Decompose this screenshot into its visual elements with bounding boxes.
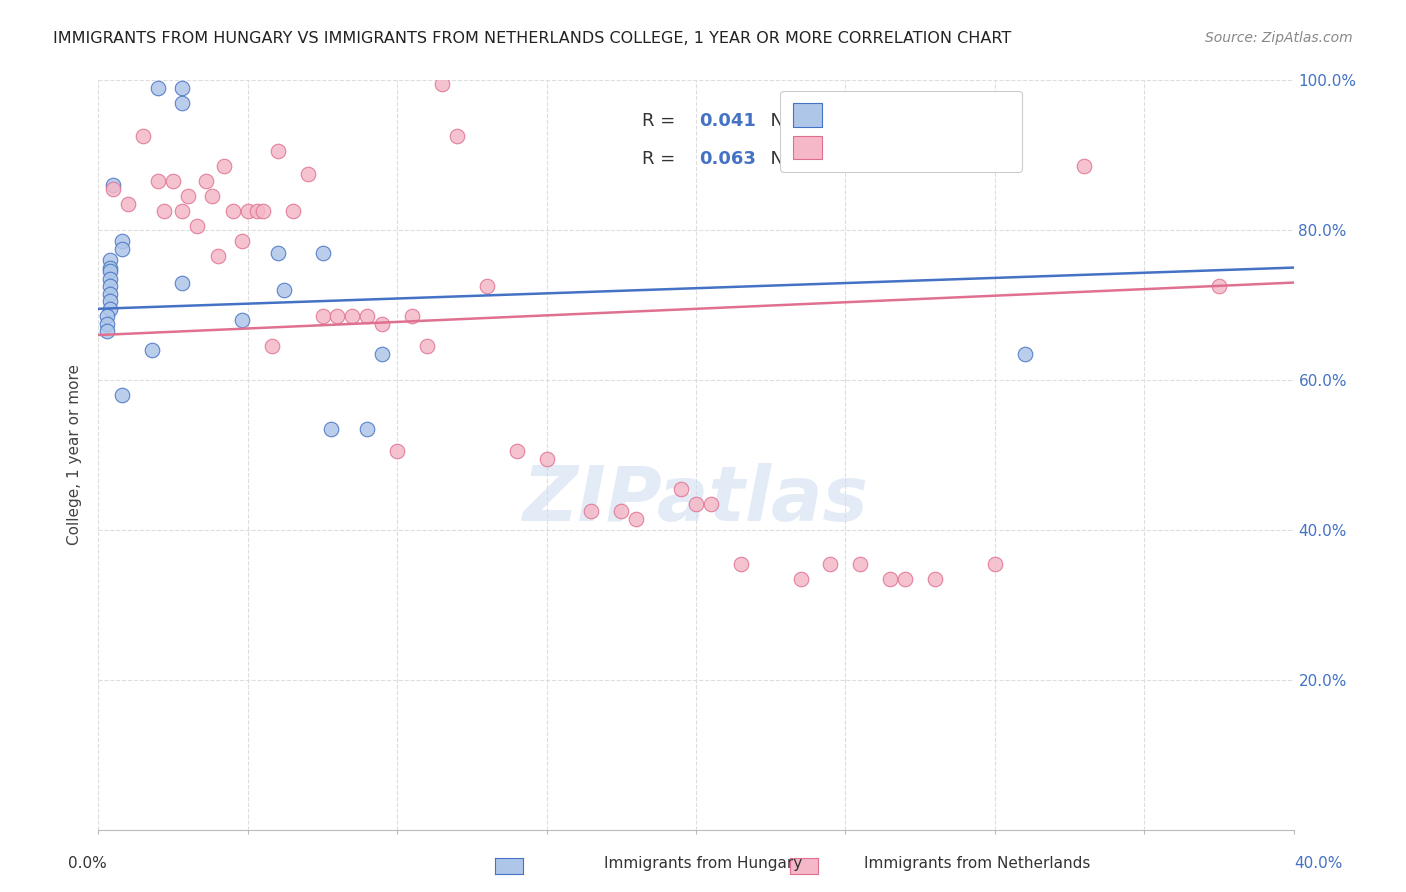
Text: IMMIGRANTS FROM HUNGARY VS IMMIGRANTS FROM NETHERLANDS COLLEGE, 1 YEAR OR MORE C: IMMIGRANTS FROM HUNGARY VS IMMIGRANTS FR… bbox=[53, 31, 1012, 46]
Point bbox=[311, 245, 333, 260]
Point bbox=[132, 129, 155, 144]
Point bbox=[96, 310, 118, 324]
Point bbox=[924, 572, 946, 586]
Point bbox=[148, 174, 170, 188]
Point bbox=[401, 310, 423, 324]
Point bbox=[700, 497, 723, 511]
Point bbox=[201, 189, 224, 203]
Point bbox=[1073, 160, 1095, 174]
Point bbox=[1208, 279, 1230, 293]
Point bbox=[103, 182, 125, 196]
Point bbox=[98, 272, 122, 286]
Point bbox=[894, 572, 917, 586]
Point bbox=[111, 242, 134, 256]
Point bbox=[98, 253, 122, 268]
Point bbox=[172, 95, 194, 110]
Point bbox=[172, 204, 194, 219]
Point bbox=[222, 204, 245, 219]
Text: Source: ZipAtlas.com: Source: ZipAtlas.com bbox=[1205, 31, 1353, 45]
Point bbox=[730, 557, 752, 571]
Point bbox=[610, 504, 633, 518]
Point bbox=[172, 80, 194, 95]
Text: 40.0%: 40.0% bbox=[1295, 856, 1343, 871]
Point bbox=[98, 264, 122, 278]
Point bbox=[342, 310, 364, 324]
Point bbox=[849, 557, 872, 571]
Point bbox=[297, 167, 319, 181]
Point bbox=[246, 204, 269, 219]
Point bbox=[416, 339, 439, 353]
Point bbox=[98, 279, 122, 293]
Point bbox=[321, 422, 343, 436]
Point bbox=[98, 301, 122, 316]
Point bbox=[371, 347, 394, 361]
Point bbox=[111, 235, 134, 249]
Point bbox=[446, 129, 468, 144]
Point bbox=[326, 310, 349, 324]
Point bbox=[984, 557, 1007, 571]
Text: ZIPatlas: ZIPatlas bbox=[523, 463, 869, 537]
Point bbox=[356, 422, 378, 436]
Point bbox=[475, 279, 498, 293]
Point bbox=[98, 294, 122, 309]
Point bbox=[789, 572, 811, 586]
Point bbox=[536, 451, 558, 466]
Point bbox=[252, 204, 274, 219]
Point bbox=[311, 310, 333, 324]
Text: 0.041: 0.041 bbox=[700, 112, 756, 130]
Text: 0.0%: 0.0% bbox=[67, 856, 107, 871]
Point bbox=[111, 388, 134, 402]
Point bbox=[177, 189, 200, 203]
Text: 51: 51 bbox=[820, 150, 844, 168]
Point bbox=[103, 178, 125, 193]
Y-axis label: College, 1 year or more: College, 1 year or more bbox=[67, 365, 83, 545]
Point bbox=[820, 557, 842, 571]
Text: R =: R = bbox=[643, 150, 681, 168]
Point bbox=[153, 204, 176, 219]
Point bbox=[172, 276, 194, 290]
Point bbox=[195, 174, 218, 188]
Point bbox=[385, 444, 409, 458]
Text: Immigrants from Hungary: Immigrants from Hungary bbox=[603, 856, 803, 871]
Point bbox=[186, 219, 208, 234]
Point bbox=[231, 235, 253, 249]
Point bbox=[260, 339, 283, 353]
Point bbox=[669, 482, 692, 496]
Text: 28: 28 bbox=[820, 112, 844, 130]
Point bbox=[96, 324, 118, 338]
Point bbox=[685, 497, 707, 511]
Point bbox=[267, 245, 290, 260]
Point bbox=[281, 204, 304, 219]
Point bbox=[98, 260, 122, 275]
Text: N =: N = bbox=[759, 112, 811, 130]
Legend:                               ,                               : , bbox=[780, 91, 1022, 171]
Point bbox=[626, 511, 648, 525]
Point bbox=[207, 249, 229, 263]
Point bbox=[148, 80, 170, 95]
Point bbox=[273, 283, 295, 297]
Point bbox=[879, 572, 901, 586]
Point bbox=[371, 317, 394, 331]
Text: R =: R = bbox=[643, 112, 681, 130]
Point bbox=[141, 343, 163, 357]
Point bbox=[267, 145, 290, 159]
Point bbox=[98, 286, 122, 301]
Point bbox=[430, 77, 453, 91]
Point bbox=[117, 197, 139, 211]
Point bbox=[356, 310, 378, 324]
Point bbox=[231, 313, 253, 327]
Point bbox=[236, 204, 259, 219]
Text: N =: N = bbox=[759, 150, 811, 168]
Text: 0.063: 0.063 bbox=[700, 150, 756, 168]
Point bbox=[1014, 347, 1036, 361]
Point bbox=[212, 160, 235, 174]
Point bbox=[96, 317, 118, 331]
Point bbox=[162, 174, 184, 188]
Text: Immigrants from Netherlands: Immigrants from Netherlands bbox=[863, 856, 1091, 871]
Point bbox=[506, 444, 529, 458]
Point bbox=[581, 504, 603, 518]
